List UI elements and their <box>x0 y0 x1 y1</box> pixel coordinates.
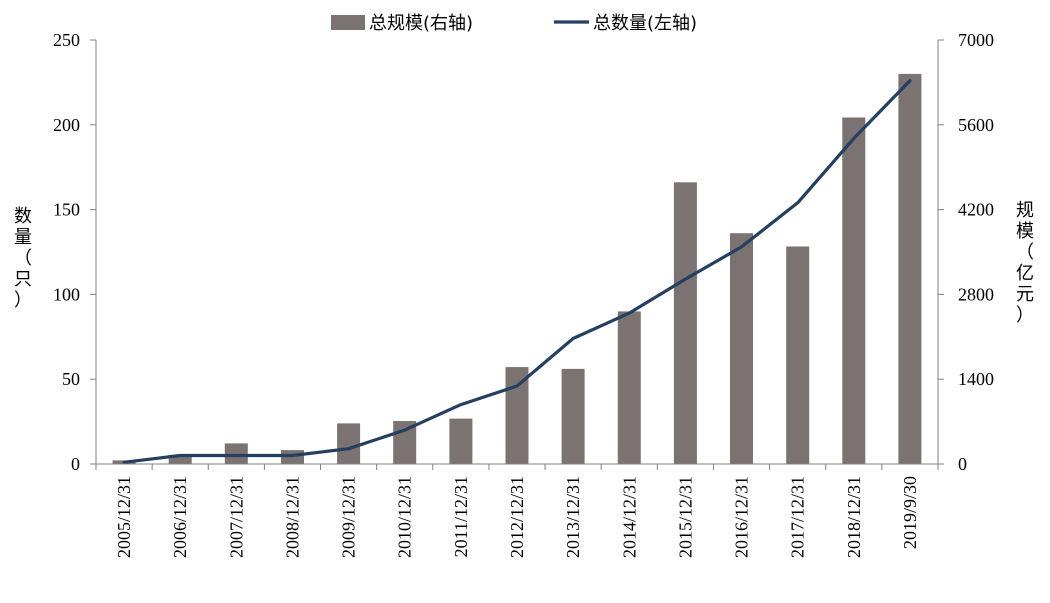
right-axis-title-text: 规模（亿元） <box>1016 200 1034 326</box>
x-tick-label: 2013/12/31 <box>563 476 583 558</box>
right-tick-label: 4200 <box>958 200 994 220</box>
left-tick-label: 50 <box>62 369 80 389</box>
bar-2015/12/31 <box>673 182 697 465</box>
bar-2006/12/31 <box>168 454 192 464</box>
right-axis-title: 规模（亿元） <box>1016 200 1034 326</box>
left-tick-label: 150 <box>53 200 80 220</box>
line-layer <box>122 79 912 464</box>
right-tick-label: 7000 <box>958 30 994 50</box>
x-tick-label: 2018/12/31 <box>844 476 864 558</box>
right-tick-label: 2800 <box>958 284 994 304</box>
left-axis-title: 数量（只） <box>14 206 32 311</box>
legend: 总规模(右轴) 总数量(左轴) <box>331 13 697 34</box>
bar-2014/12/31 <box>617 311 641 464</box>
bar-2017/12/31 <box>786 246 810 464</box>
x-tick-label: 2006/12/31 <box>170 476 190 558</box>
x-tick-label: 2009/12/31 <box>339 476 359 558</box>
x-tick-label: 2011/12/31 <box>451 476 471 557</box>
x-tick-label: 2019/9/30 <box>900 476 920 549</box>
axes-layer: 0 50 100 150 200 250 0 1400 2800 4200 5600 7000 2005… <box>53 30 994 558</box>
x-tick-label: 2007/12/31 <box>226 476 246 558</box>
left-tick-label: 0 <box>71 454 80 474</box>
bar-2011/12/31 <box>449 418 473 464</box>
x-tick-label: 2014/12/31 <box>619 476 639 558</box>
right-tick-label: 0 <box>958 454 967 474</box>
bar-2016/12/31 <box>730 233 753 464</box>
x-tick-label: 2012/12/31 <box>507 476 527 558</box>
x-tick-label: 2008/12/31 <box>282 476 302 558</box>
x-tick-label: 2015/12/31 <box>675 476 695 558</box>
bars-layer <box>112 73 922 465</box>
legend-label-line: 总数量(左轴) <box>593 13 697 34</box>
right-tick-label: 1400 <box>958 369 994 389</box>
bar-2013/12/31 <box>561 368 585 464</box>
bar-2018/12/31 <box>842 117 866 464</box>
bar-2012/12/31 <box>505 367 529 464</box>
legend-bar-swatch <box>331 15 365 30</box>
x-tick-label: 2017/12/31 <box>788 476 808 558</box>
left-tick-label: 200 <box>53 115 80 135</box>
left-axis-title-text: 数量（只） <box>14 206 32 311</box>
bar-2019/9/30 <box>898 73 922 465</box>
x-tick-label: 2005/12/31 <box>114 476 134 558</box>
x-tick-label: 2010/12/31 <box>395 476 415 558</box>
legend-label-bar: 总规模(右轴) <box>369 13 473 34</box>
left-tick-label: 250 <box>53 30 80 50</box>
right-tick-label: 5600 <box>958 115 994 135</box>
left-tick-label: 100 <box>53 284 80 304</box>
bar-2007/12/31 <box>224 443 248 464</box>
bar-2009/12/31 <box>337 423 361 464</box>
x-tick-label: 2016/12/31 <box>732 476 752 558</box>
